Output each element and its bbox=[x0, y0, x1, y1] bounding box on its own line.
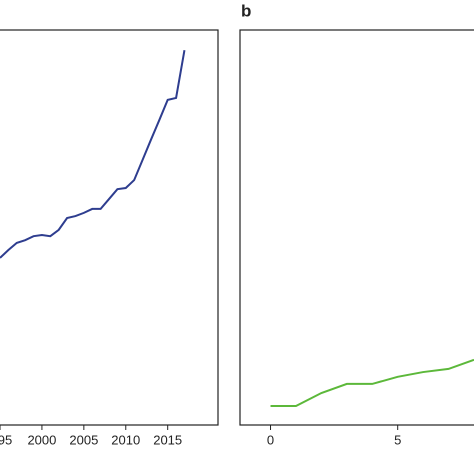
x-tick-label: 2010 bbox=[111, 432, 140, 447]
panel-title: b bbox=[241, 1, 251, 20]
panel-b-frame bbox=[239, 29, 474, 426]
x-tick-label: 0 bbox=[267, 432, 274, 447]
plot-area bbox=[0, 49, 186, 259]
x-tick-label: 95 bbox=[0, 432, 12, 447]
data-line bbox=[270, 358, 474, 408]
x-tick-label: 5 bbox=[394, 432, 401, 447]
x-tick-label: 2000 bbox=[27, 432, 56, 447]
x-tick-label: 2005 bbox=[69, 432, 98, 447]
x-tick-label: 2015 bbox=[153, 432, 182, 447]
data-line bbox=[0, 49, 186, 259]
panel-a-frame bbox=[0, 29, 219, 426]
plot-area bbox=[270, 358, 474, 408]
